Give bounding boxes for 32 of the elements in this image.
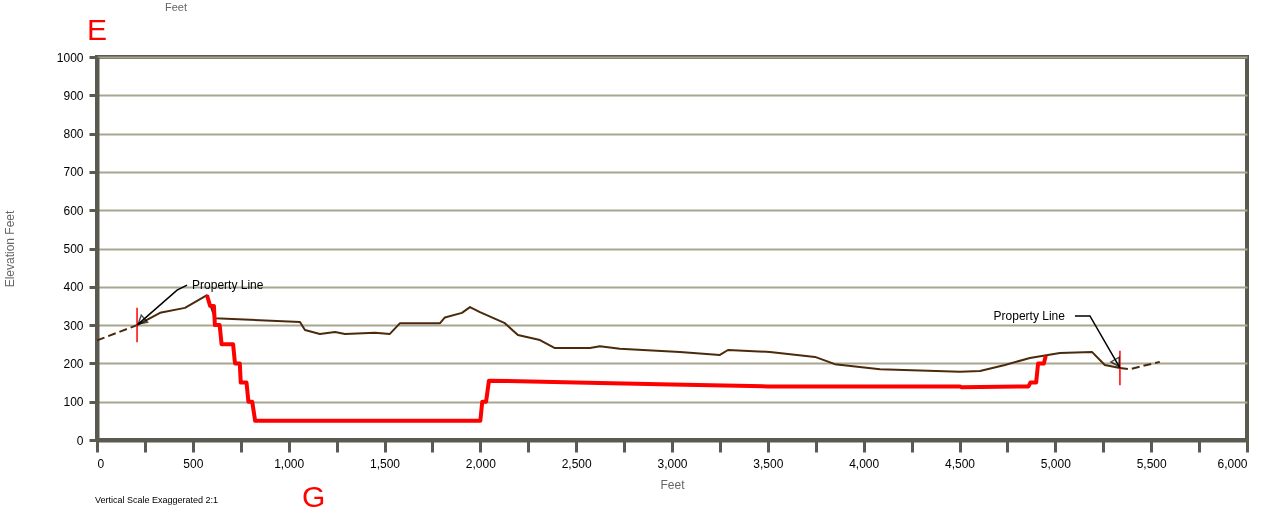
x-tick-label: 4,000 bbox=[849, 456, 880, 471]
x-tick-label: 6,000 bbox=[1217, 456, 1248, 471]
x-tick-label: 2,500 bbox=[561, 456, 593, 471]
x-tick-label: 1,500 bbox=[369, 456, 401, 471]
y-tick-label: 600 bbox=[63, 203, 84, 218]
text: Feet bbox=[165, 1, 188, 13]
x-tick-label: 1,000 bbox=[274, 456, 305, 471]
y-tick-label: 900 bbox=[63, 88, 84, 103]
x-axis-title: Feet bbox=[660, 477, 686, 492]
y-axis-title: Elevation Feet bbox=[2, 209, 17, 288]
y-tick-label: 300 bbox=[63, 318, 84, 333]
y-tick-label: 1000 bbox=[56, 50, 84, 65]
y-tick-label: 500 bbox=[63, 242, 84, 256]
y-tick-label: 100 bbox=[63, 395, 84, 410]
y-tick-label: 700 bbox=[63, 165, 84, 180]
x-tick-label: 4,500 bbox=[944, 456, 976, 471]
x-tick-label: 5,500 bbox=[1136, 456, 1168, 471]
y-tick-label: 400 bbox=[63, 280, 84, 295]
x-tick-label: 5,000 bbox=[1040, 456, 1072, 471]
x-tick-label: 500 bbox=[183, 456, 204, 471]
text: G bbox=[302, 480, 326, 512]
annotation: Property Line bbox=[192, 278, 264, 293]
y-tick-label: 800 bbox=[63, 127, 84, 142]
annotation: Property Line bbox=[993, 309, 1066, 323]
text: E bbox=[87, 13, 108, 46]
text: Vertical Scale Exaggerated 2:1 bbox=[95, 495, 219, 505]
y-tick-label: 0 bbox=[76, 433, 84, 448]
x-tick-label: 3,500 bbox=[753, 456, 784, 471]
x-tick-label: 0 bbox=[97, 456, 105, 471]
x-tick-label: 2,000 bbox=[465, 456, 497, 471]
y-tick-label: 200 bbox=[63, 356, 84, 371]
x-tick-label: 3,000 bbox=[657, 456, 688, 471]
